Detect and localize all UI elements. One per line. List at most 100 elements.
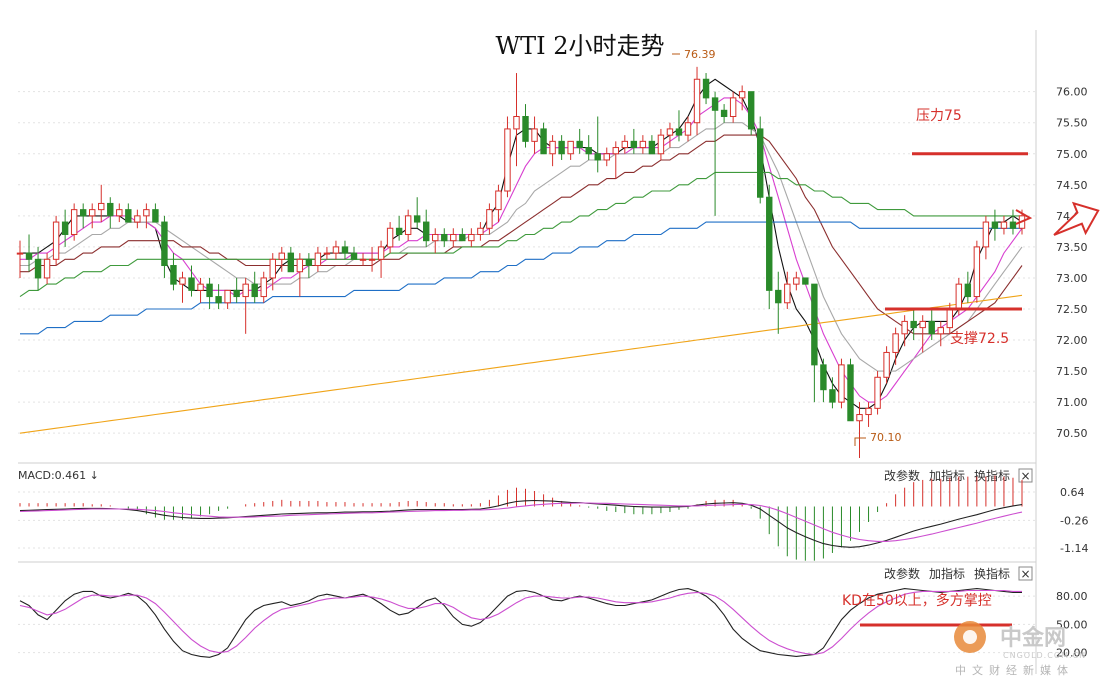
switch-indicator-button[interactable]: 换指标: [974, 468, 1010, 483]
candle-body: [738, 91, 746, 99]
candlestick: [747, 91, 755, 136]
candle-body: [404, 215, 412, 235]
kd-tick-label: 80.00: [1056, 590, 1088, 603]
candle-body: [531, 128, 538, 142]
candlestick: [116, 203, 123, 223]
candlestick: [179, 271, 186, 303]
candlestick: [43, 253, 51, 285]
candle-body: [729, 97, 737, 118]
candle-body: [152, 209, 159, 223]
candlestick: [594, 116, 601, 173]
candle-body: [350, 252, 358, 260]
price-tick-label: 75.00: [1056, 148, 1088, 161]
candle-body: [747, 91, 755, 130]
candlestick: [693, 66, 701, 136]
moving-average-line: [20, 122, 1023, 372]
candle-body: [612, 147, 619, 155]
moving-average-line: [19, 294, 1023, 434]
candle-body: [955, 283, 963, 310]
macd-histogram: [19, 475, 1023, 561]
candle-body: [1009, 221, 1017, 229]
kd-tick-label: 20.00: [1056, 647, 1088, 660]
candlestick: [829, 377, 836, 409]
candle-body: [702, 78, 710, 99]
candle-body: [197, 283, 204, 291]
candle-body: [70, 209, 78, 235]
candlestick: [549, 135, 556, 167]
candlestick: [134, 209, 141, 229]
edit-params-button[interactable]: 改参数: [884, 566, 920, 581]
candlestick: [341, 240, 349, 260]
switch-indicator-button[interactable]: 换指标: [974, 566, 1010, 581]
candle-body: [188, 277, 195, 291]
candlestick: [793, 271, 800, 291]
chevron-right-icon: [1015, 209, 1033, 225]
candlestick: [820, 358, 827, 403]
macd-lines: [19, 499, 1023, 548]
candlesticks: [16, 66, 1026, 458]
resistance-label: 压力75: [916, 108, 962, 124]
candlestick: [802, 277, 809, 285]
close-button[interactable]: [1018, 468, 1033, 483]
candle-body: [287, 252, 295, 273]
candlestick: [919, 315, 926, 353]
candle-body: [296, 258, 304, 273]
candle-body: [34, 258, 42, 279]
candlestick: [784, 271, 791, 309]
candlestick: [16, 240, 24, 278]
candle-body: [52, 221, 60, 260]
add-indicator-button[interactable]: 加指标: [929, 566, 965, 581]
candlestick: [684, 116, 692, 142]
candlestick: [386, 222, 394, 254]
edit-params-button[interactable]: 改参数: [884, 468, 920, 483]
candle-body: [865, 407, 872, 416]
price-annotations: 76.39 70.10 压力75 支撑72.5: [672, 48, 1100, 446]
candle-body: [477, 227, 484, 235]
kd-annotation: KD在50以上，多方掌控: [842, 592, 992, 609]
kd-tick-label: 50.00: [1056, 618, 1088, 631]
macd-tick-label: -1.14: [1060, 542, 1088, 555]
candlestick: [946, 302, 953, 334]
candle-body: [585, 147, 592, 155]
moving-average-line: [20, 134, 1023, 335]
candlestick: [639, 135, 647, 154]
candle-body: [919, 320, 926, 329]
candle-body: [251, 283, 258, 298]
candlestick: [368, 246, 376, 272]
candle-body: [639, 140, 647, 149]
candlestick: [332, 240, 340, 260]
candle-body: [170, 265, 177, 285]
candle-body: [937, 327, 944, 335]
candlestick: [215, 284, 222, 309]
candlestick: [287, 246, 295, 273]
candlestick: [413, 197, 421, 229]
candle-body: [395, 227, 403, 235]
candlestick: [486, 203, 493, 235]
candle-body: [43, 258, 51, 279]
price-axis-ticks: 76.0075.5075.0074.5074.0073.5073.0072.50…: [1056, 86, 1088, 440]
candlestick: [206, 277, 213, 309]
candlestick: [432, 228, 439, 254]
candlestick: [513, 73, 520, 167]
candle-body: [16, 252, 24, 255]
candle-body: [883, 351, 890, 378]
candlestick: [567, 140, 574, 160]
add-indicator-button[interactable]: 加指标: [929, 468, 965, 483]
candle-body: [711, 97, 719, 111]
kd-k-line: [19, 588, 1022, 658]
kd-toolbar: 改参数 加指标 换指标 ×: [884, 566, 1033, 581]
candlestick: [766, 184, 773, 309]
candle-body: [964, 283, 972, 298]
close-button[interactable]: [1018, 566, 1033, 581]
candle-body: [693, 78, 701, 124]
candle-body: [116, 209, 123, 217]
close-icon: ×: [1020, 567, 1030, 581]
candlestick: [70, 203, 78, 241]
candlestick: [657, 128, 665, 160]
candle-body: [811, 283, 818, 366]
candlestick: [107, 197, 114, 229]
candlestick: [558, 135, 565, 160]
moving-average-line: [20, 97, 1023, 403]
candle-body: [928, 320, 935, 335]
